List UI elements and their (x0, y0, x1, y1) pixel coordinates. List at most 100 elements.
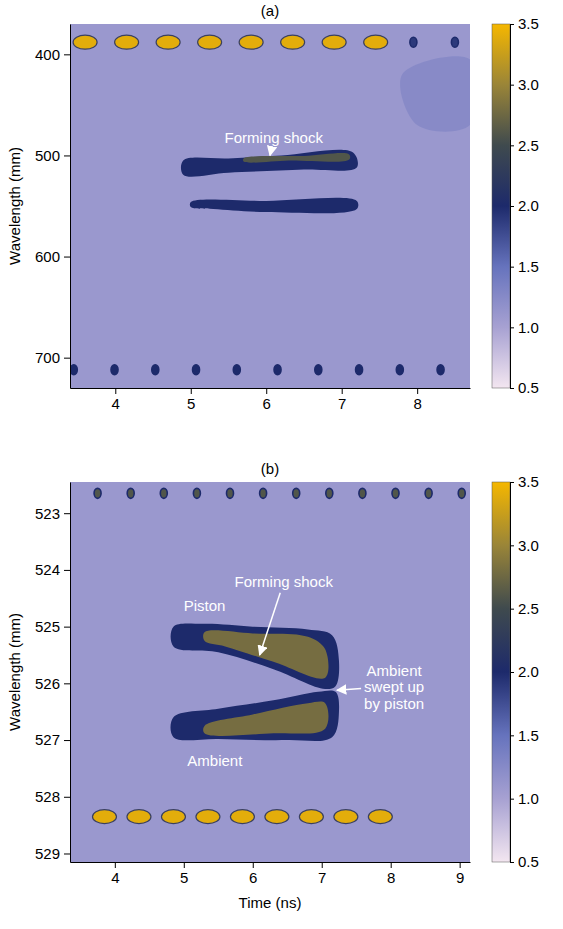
tick-label: 2.5 (518, 600, 539, 617)
tick: 3.0 (510, 537, 539, 554)
fiducial-ellipse (265, 810, 289, 824)
fiducial-ellipse (161, 810, 185, 824)
fiducial-dot (293, 488, 300, 498)
fiducial-dot (392, 488, 399, 498)
tick-label: 500 (35, 147, 60, 164)
x-axis-title: Time (ns) (239, 894, 302, 911)
tick-label: 5 (180, 869, 188, 886)
tick: 1.5 (510, 727, 539, 744)
tick-mark (115, 388, 116, 394)
fiducial-dot (425, 488, 432, 498)
annotation-line: Forming shock (225, 129, 324, 146)
tick-label: 400 (35, 46, 60, 63)
tick-label: 1.0 (518, 319, 539, 336)
tick: 6 (263, 388, 271, 412)
tick-label: 528 (35, 788, 60, 805)
fiducial-dot (193, 365, 200, 375)
tick: 3.5 (510, 473, 539, 490)
tick: 526 (35, 675, 70, 692)
tick-label: 3.5 (518, 15, 539, 32)
tick-mark (64, 513, 70, 514)
fiducial-ellipse (368, 810, 392, 824)
emission-region (243, 153, 350, 163)
fiducial-dot (359, 488, 366, 498)
tick-mark (510, 388, 514, 389)
fiducial-ellipse (230, 810, 254, 824)
tick-label: 0.5 (518, 853, 539, 870)
tick: 523 (35, 504, 70, 521)
fiducial-dot (233, 365, 240, 375)
annotation: Piston (184, 597, 226, 614)
axis-line (511, 25, 515, 389)
tick: 500 (35, 147, 70, 164)
tick: 529 (35, 845, 70, 862)
fiducial-dot (227, 488, 234, 498)
colorbar (492, 482, 510, 862)
tick: 7 (338, 388, 346, 412)
fiducial-dot (396, 365, 403, 375)
fiducial-ellipse (73, 35, 97, 49)
y-axis-title: Wavelength (mm) (6, 613, 23, 731)
tick: 0.5 (510, 853, 539, 870)
tick-mark (253, 862, 254, 868)
tick-mark (510, 267, 514, 268)
tick: 5 (187, 388, 195, 412)
tick-mark (64, 797, 70, 798)
tick: 6 (249, 862, 257, 886)
tick-mark (510, 545, 514, 546)
fiducial-dot (451, 37, 458, 47)
emission-region (190, 198, 359, 214)
tick: 528 (35, 788, 70, 805)
axis-line (71, 862, 471, 863)
colorbar (492, 24, 510, 388)
fiducial-ellipse (196, 810, 220, 824)
fiducial-ellipse (281, 35, 305, 49)
panel: 456784005006007000.51.01.52.02.53.03.5(a… (6, 2, 539, 412)
annotations: Forming shock (225, 129, 324, 156)
tick-mark (64, 683, 70, 684)
fiducial-dot (326, 488, 333, 498)
fiducial-dot (152, 365, 159, 375)
fiducial-ellipse (364, 35, 388, 49)
panel: 4567895235245255265275285290.51.01.52.02… (6, 460, 539, 911)
colorbar-axis: 0.51.01.52.02.53.03.5 (510, 15, 539, 396)
emission-region (400, 56, 470, 132)
axis-line (71, 388, 471, 389)
tick: 1.0 (510, 790, 539, 807)
fiducial-dot (127, 488, 134, 498)
tick-mark (64, 853, 70, 854)
tick-mark (510, 482, 514, 483)
fiducial-ellipse (115, 35, 139, 49)
tick: 8 (413, 388, 421, 412)
tick: 9 (456, 862, 464, 886)
tick-mark (64, 627, 70, 628)
annotation: Ambient (187, 751, 243, 768)
tick-mark (266, 388, 267, 394)
tick-label: 526 (35, 675, 60, 692)
annotation: Forming shock (235, 573, 334, 590)
tick: 527 (35, 731, 70, 748)
annotation-line: Forming shock (235, 573, 334, 590)
annotation-line: Ambient (367, 661, 423, 678)
annotation-line: by piston (364, 694, 424, 711)
fiducial-ellipse (127, 810, 151, 824)
tick: 0.5 (510, 379, 539, 396)
fiducial-dot (356, 365, 363, 375)
background (70, 482, 470, 862)
tick: 1.5 (510, 258, 539, 275)
annotation: Ambientswept upby piston (364, 661, 424, 711)
tick-mark (64, 740, 70, 741)
tick-label: 7 (318, 869, 326, 886)
tick: 4 (112, 388, 120, 412)
fiducial-dot (315, 365, 322, 375)
tick-mark (342, 388, 343, 394)
annotation-arrow (260, 593, 281, 655)
tick-label: 5 (187, 395, 195, 412)
tick-label: 700 (35, 349, 60, 366)
tick: 5 (180, 862, 188, 886)
tick: 600 (35, 248, 70, 265)
annotation-line: Piston (184, 597, 226, 614)
annotation-arrow (270, 149, 271, 156)
tick-mark (64, 570, 70, 571)
tick-mark (184, 862, 185, 868)
